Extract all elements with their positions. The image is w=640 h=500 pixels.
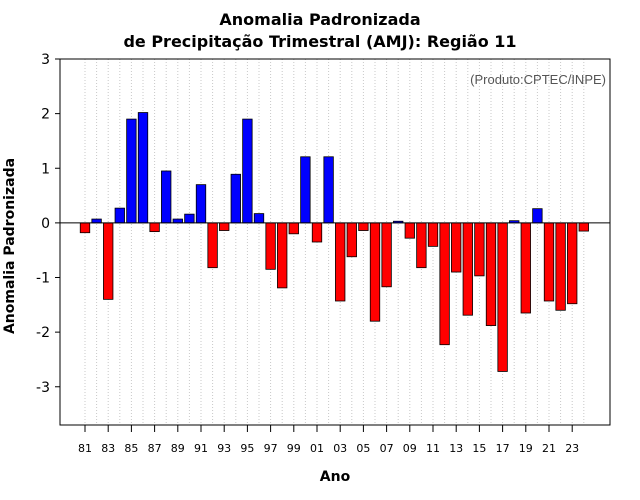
x-axis-title: Ano (320, 469, 351, 485)
x-tick-label: 85 (124, 442, 138, 455)
bar-2016 (485, 222, 497, 326)
y-tick-label: 3 (41, 52, 50, 68)
y-tick-label: 1 (41, 161, 50, 177)
bar-1992 (207, 222, 218, 269)
x-tick-label: 87 (148, 442, 162, 455)
bar-2013 (451, 222, 462, 273)
bar-1983 (103, 222, 114, 300)
x-tick-label: 05 (356, 442, 370, 455)
bar-2005 (358, 222, 369, 231)
bar-1998 (277, 222, 288, 289)
x-tick-label: 95 (240, 442, 254, 455)
x-axis: 81 83 85 87 89 91 93 95 97 99 01 03 05 07 09 11 13 15 17 19… (78, 425, 579, 455)
bar-2014 (462, 222, 473, 316)
bar-2017 (497, 222, 508, 372)
bar-1993 (219, 222, 230, 231)
bar-2004 (346, 222, 357, 258)
x-tick-label: 89 (171, 442, 185, 455)
x-tick-label: 83 (101, 442, 115, 455)
bar-2000 (300, 156, 311, 224)
bar-2021 (543, 222, 555, 302)
y-tick-label: -3 (36, 380, 50, 396)
x-tick-label: 91 (194, 442, 208, 455)
bar-1982 (91, 218, 102, 224)
x-tick-label: 17 (496, 442, 510, 455)
bar-2020 (532, 208, 543, 224)
bar-1988 (161, 170, 172, 224)
bar-1994 (230, 173, 241, 224)
x-tick-label: 21 (542, 442, 556, 455)
bar-1991 (195, 184, 207, 224)
x-tick-label: 93 (217, 442, 231, 455)
bar-2012 (439, 222, 450, 346)
bar-1986 (137, 112, 149, 224)
x-tick-label: 01 (310, 442, 324, 455)
bar-1990 (184, 213, 195, 224)
x-tick-label: 15 (472, 442, 486, 455)
bar-2015 (474, 222, 485, 277)
bar-2002 (323, 156, 334, 224)
y-axis: -3 -2 -1 0 1 2 3 (36, 52, 60, 396)
bar-1984 (114, 207, 125, 224)
bar-1999 (288, 222, 299, 235)
credit-label: (Produto:CPTEC/INPE) (470, 72, 606, 87)
bar-2011 (427, 222, 439, 247)
bar-2007 (381, 222, 392, 288)
bar-1981 (79, 222, 91, 234)
bar-2024 (578, 222, 589, 232)
x-tick-label: 03 (333, 442, 347, 455)
bar-2019 (520, 222, 531, 314)
bar-2009 (404, 222, 415, 239)
x-tick-label: 97 (264, 442, 278, 455)
bar-1997 (265, 222, 276, 270)
y-axis-title: Anomalia Padronizada (2, 158, 18, 334)
plot-frame (59, 58, 611, 426)
bar-2010 (416, 222, 427, 269)
bar-2022 (555, 222, 566, 311)
x-tick-label: 07 (380, 442, 394, 455)
x-tick-label: 13 (449, 442, 463, 455)
y-tick-label: 0 (41, 216, 50, 232)
bar-2023 (567, 222, 578, 305)
bar-1987 (149, 222, 160, 233)
bar-1985 (126, 118, 137, 224)
chart-subtitle: de Precipitação Trimestral (AMJ): Região… (123, 32, 517, 51)
bars (79, 112, 589, 372)
bar-1996 (253, 213, 265, 224)
y-tick-label: -2 (36, 325, 50, 341)
bar-1989 (172, 218, 183, 224)
y-tick-label: -1 (36, 271, 50, 287)
x-tick-label: 23 (565, 442, 579, 455)
x-tick-label: 99 (287, 442, 301, 455)
x-tick-label: 11 (426, 442, 440, 455)
x-tick-label: 19 (519, 442, 533, 455)
bar-1995 (242, 118, 253, 224)
x-tick-label: 81 (78, 442, 92, 455)
grid-lines (84, 59, 585, 425)
y-tick-label: 2 (41, 107, 50, 123)
bar-2006 (369, 222, 381, 322)
chart-title: Anomalia Padronizada (219, 10, 421, 29)
bar-2003 (335, 222, 346, 302)
bar-2001 (311, 222, 323, 243)
x-tick-label: 09 (403, 442, 417, 455)
